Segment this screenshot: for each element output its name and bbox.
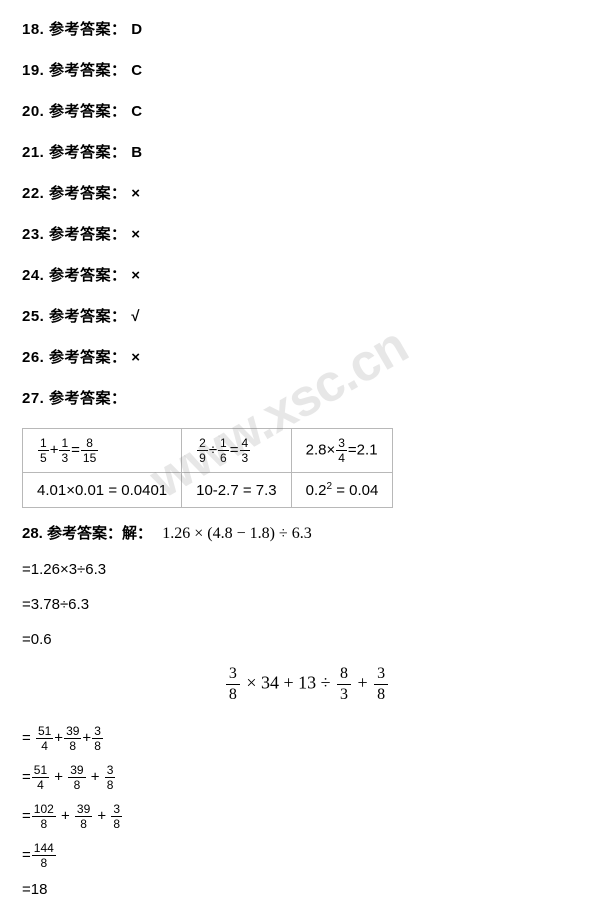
- q28-frac-step: =1028 + 398 + 38: [22, 803, 592, 830]
- answer-value: ×: [131, 349, 140, 366]
- table-cell: 10-2.7 = 7.3: [182, 473, 291, 508]
- fraction: 16: [218, 437, 229, 464]
- q28-label: 参考答案：解：: [47, 525, 152, 542]
- answer-num: 26.: [22, 349, 44, 366]
- fraction: 398: [68, 764, 85, 791]
- answer-label: 参考答案：: [49, 141, 127, 162]
- q27-num: 27.: [22, 390, 44, 407]
- answer-label: 参考答案：: [49, 223, 127, 244]
- answer-line-19: 19. 参考答案： C: [22, 59, 592, 80]
- answer-value: ×: [131, 226, 140, 243]
- q28-frac-step: =514 + 398 + 38: [22, 764, 592, 791]
- answer-line-18: 18. 参考答案： D: [22, 18, 592, 39]
- q28-frac-step: = 514+398+38: [22, 725, 592, 752]
- answer-line-24: 24. 参考答案： ×: [22, 264, 592, 285]
- fraction: 13: [59, 437, 70, 464]
- fraction: 38: [226, 666, 240, 703]
- table-cell: 4.01×0.01 = 0.0401: [23, 473, 182, 508]
- q28-frac-step: =1448: [22, 842, 592, 869]
- q28-final: =18: [22, 881, 592, 898]
- answer-num: 23.: [22, 226, 44, 243]
- fraction: 38: [92, 725, 103, 752]
- answer-label: 参考答案：: [49, 264, 127, 285]
- fraction: 398: [64, 725, 81, 752]
- q28-expr1: 1.26 × (4.8 − 1.8) ÷ 6.3: [162, 525, 311, 542]
- q28-center-expr: 38 × 34 + 13 ÷ 83 + 38: [22, 666, 592, 703]
- fraction: 43: [240, 437, 251, 464]
- fraction: 815: [81, 437, 98, 464]
- q28-heading-line: 28. 参考答案：解： 1.26 × (4.8 − 1.8) ÷ 6.3: [22, 522, 592, 543]
- answer-label: 参考答案：: [49, 18, 127, 39]
- q28-num: 28.: [22, 525, 43, 542]
- fraction: 38: [105, 764, 116, 791]
- q28-step: =1.26×3÷6.3: [22, 561, 592, 578]
- q28-step: =3.78÷6.3: [22, 596, 592, 613]
- table-cell: 2.8×34=2.1: [291, 429, 393, 473]
- answer-line-22: 22. 参考答案： ×: [22, 182, 592, 203]
- answer-num: 24.: [22, 267, 44, 284]
- answer-value: √: [131, 308, 140, 325]
- fraction: 1028: [32, 803, 56, 830]
- q27-label: 参考答案：: [49, 387, 127, 408]
- q27-table: 15+13=81529÷16=432.8×34=2.1 4.01×0.01 = 0…: [22, 428, 393, 508]
- fraction: 34: [336, 437, 347, 464]
- fraction: 1448: [32, 842, 56, 869]
- fraction: 514: [32, 764, 49, 791]
- answer-value: D: [131, 21, 142, 38]
- answer-line-25: 25. 参考答案： √: [22, 305, 592, 326]
- answer-value: ×: [131, 267, 140, 284]
- answer-label: 参考答案：: [49, 100, 127, 121]
- answer-line-23: 23. 参考答案： ×: [22, 223, 592, 244]
- answer-num: 25.: [22, 308, 44, 325]
- q27-heading: 27. 参考答案：: [22, 387, 592, 408]
- q28-step: =0.6: [22, 631, 592, 648]
- fraction: 398: [75, 803, 92, 830]
- table-cell: 0.22 = 0.04: [291, 473, 393, 508]
- answer-value: C: [131, 62, 142, 79]
- answer-label: 参考答案：: [49, 305, 127, 326]
- table-cell: 29÷16=43: [182, 429, 291, 473]
- answer-num: 22.: [22, 185, 44, 202]
- table-cell: 15+13=815: [23, 429, 182, 473]
- answer-num: 21.: [22, 144, 44, 161]
- fraction: 15: [38, 437, 49, 464]
- answer-line-20: 20. 参考答案： C: [22, 100, 592, 121]
- fraction: 514: [36, 725, 53, 752]
- answer-label: 参考答案：: [49, 59, 127, 80]
- fraction: 38: [111, 803, 122, 830]
- answer-label: 参考答案：: [49, 182, 127, 203]
- answer-num: 18.: [22, 21, 44, 38]
- answer-line-26: 26. 参考答案： ×: [22, 346, 592, 367]
- answer-num: 20.: [22, 103, 44, 120]
- fraction: 83: [337, 666, 351, 703]
- fraction: 38: [374, 666, 388, 703]
- answer-label: 参考答案：: [49, 346, 127, 367]
- answer-line-21: 21. 参考答案： B: [22, 141, 592, 162]
- answer-num: 19.: [22, 62, 44, 79]
- answer-value: ×: [131, 185, 140, 202]
- fraction: 29: [197, 437, 208, 464]
- answer-value: B: [131, 144, 142, 161]
- answer-value: C: [131, 103, 142, 120]
